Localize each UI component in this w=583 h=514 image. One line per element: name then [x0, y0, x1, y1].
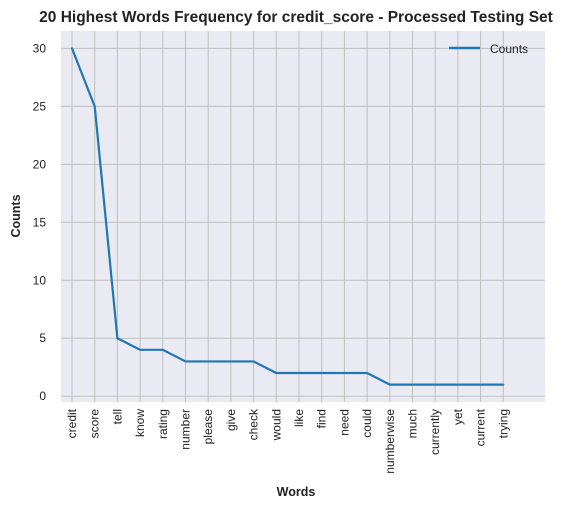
x-tick-label: know: [133, 409, 147, 437]
x-tick-label: tell: [110, 409, 124, 424]
x-tick-label: yet: [451, 408, 465, 425]
x-tick-label: numberwise: [383, 409, 397, 474]
x-tick-label: would: [269, 409, 283, 441]
x-tick-label: could: [360, 409, 374, 438]
x-tick-label: current: [474, 408, 488, 446]
y-tick-label: 20: [33, 157, 47, 171]
x-axis-label: Words: [277, 485, 316, 499]
x-tick-label: credit: [65, 408, 79, 438]
x-tick-label: please: [201, 409, 215, 445]
x-tick-label: currently: [428, 409, 442, 455]
y-tick-label: 0: [39, 389, 46, 403]
y-tick-label: 25: [33, 99, 47, 113]
y-tick-label: 5: [39, 331, 46, 345]
y-tick-label: 30: [33, 41, 47, 55]
y-axis-label: Counts: [9, 194, 23, 237]
x-tick-label: score: [88, 409, 102, 439]
x-tick-label: rating: [156, 409, 170, 439]
x-tick-label: like: [292, 409, 306, 427]
chart-title: 20 Highest Words Frequency for credit_sc…: [39, 9, 553, 26]
y-axis-ticks: 0 5 10 15 20 25 30: [33, 41, 47, 403]
legend-label-counts: Counts: [490, 42, 528, 56]
x-tick-label: number: [179, 409, 193, 450]
x-tick-label: need: [337, 409, 351, 436]
y-tick-label: 15: [33, 215, 47, 229]
y-tick-label: 10: [33, 273, 47, 287]
x-tick-label: check: [247, 408, 261, 440]
x-tick-label: much: [406, 409, 420, 438]
x-axis-ticks: credit score tell know rating number please giv…: [65, 408, 510, 474]
x-tick-label: trying: [496, 409, 510, 438]
x-tick-label: find: [315, 409, 329, 428]
x-tick-label: give: [224, 409, 238, 431]
